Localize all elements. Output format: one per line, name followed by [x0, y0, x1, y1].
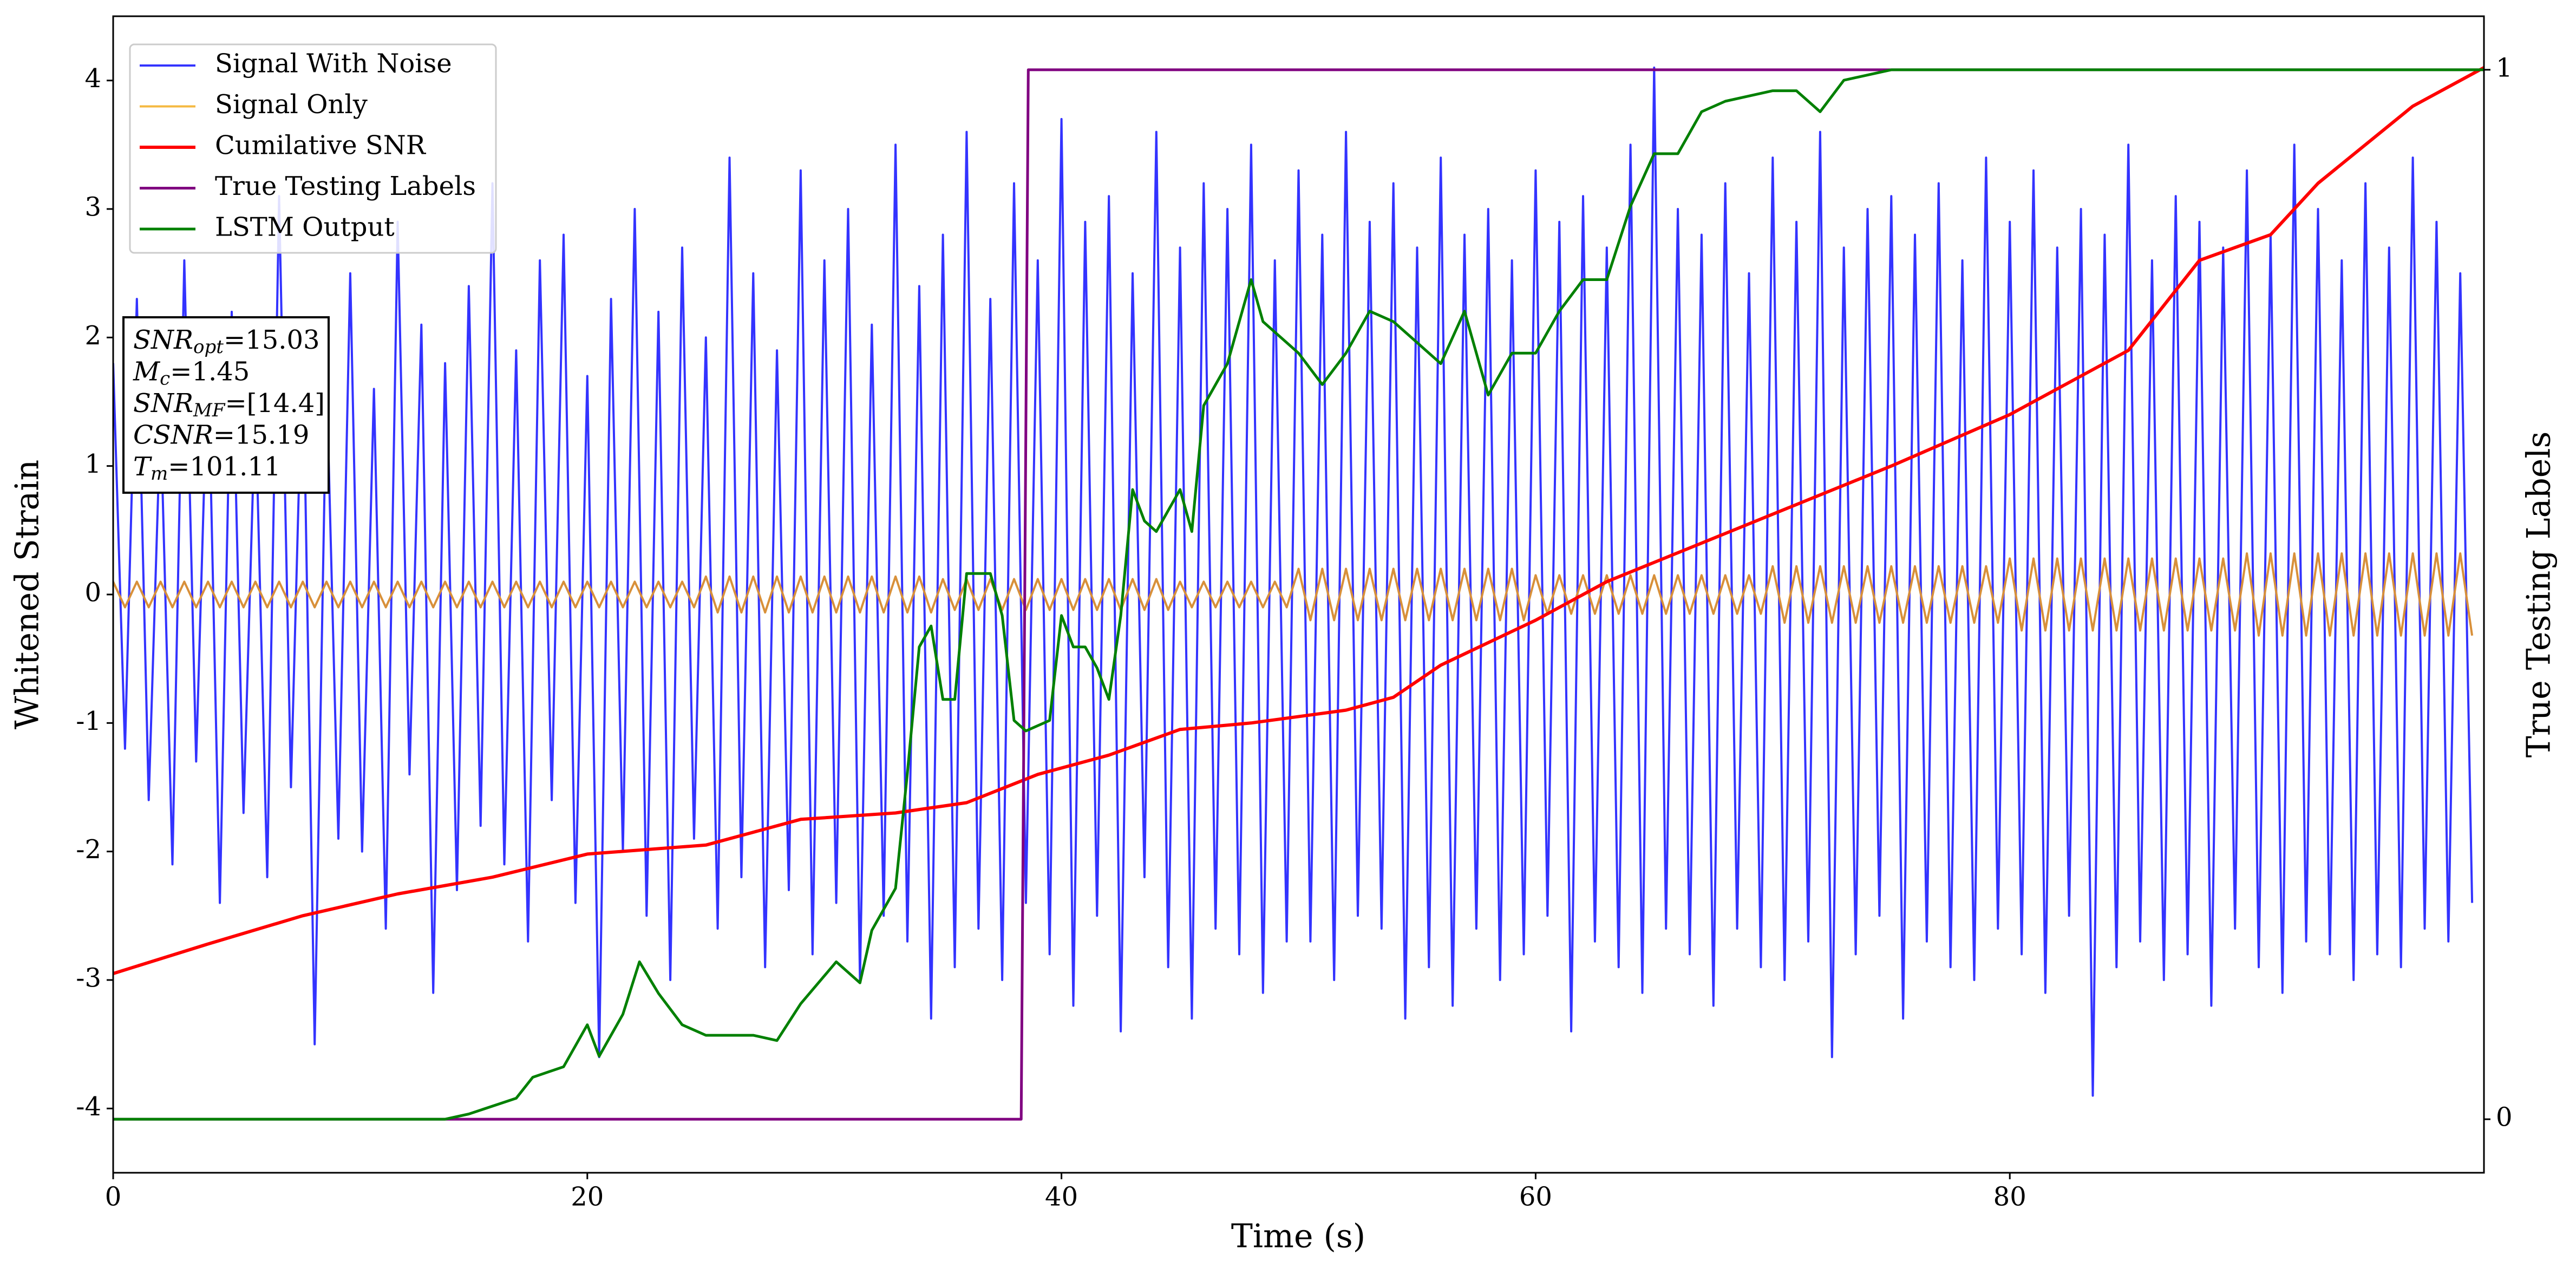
- annotation-symbol: M: [133, 356, 161, 387]
- y2-tick-label: 1: [2496, 53, 2513, 83]
- series-line: [113, 68, 2484, 1121]
- y-tick-label: 4: [84, 63, 101, 94]
- legend-label: Cumilative SNR: [215, 130, 427, 161]
- annotation-line: SNRopt=15.03: [133, 325, 320, 358]
- y-tick-label: 2: [84, 321, 101, 351]
- annotation-symbol: CSNR: [133, 420, 213, 450]
- legend-label: Signal With Noise: [215, 49, 452, 79]
- y-tick-label: 3: [84, 192, 101, 223]
- annotation-subscript: MF: [193, 400, 226, 421]
- annotation-subscript: opt: [193, 336, 224, 358]
- annotation-subscript: m: [151, 463, 168, 485]
- series-line: [113, 552, 2474, 637]
- y2-tick-label: 0: [2496, 1102, 2513, 1133]
- annotation-symbol: SNR: [133, 388, 193, 419]
- annotation-subscript: c: [160, 368, 170, 390]
- annotation-line: Mc=1.45: [133, 356, 250, 390]
- annotation-line: SNRMF=[14.4]: [133, 388, 325, 422]
- y-tick-label: -4: [76, 1092, 101, 1122]
- x-tick-label: 0: [105, 1182, 122, 1212]
- annotation-text: =15.03: [224, 325, 320, 355]
- x-tick-label: 60: [1519, 1182, 1552, 1212]
- x-axis-label: Time (s): [1231, 1218, 1365, 1256]
- series-line: [113, 68, 2484, 1121]
- y-tick-label: 1: [84, 449, 101, 479]
- y-tick-label: 0: [84, 578, 101, 608]
- y-tick-label: -2: [76, 834, 101, 865]
- series-line: [113, 66, 2474, 1097]
- annotation-text: =1.45: [170, 356, 250, 387]
- x-tick-label: 40: [1045, 1182, 1078, 1212]
- legend-label: Signal Only: [215, 89, 368, 120]
- annotation-symbol: SNR: [133, 325, 193, 355]
- legend-label: True Testing Labels: [215, 171, 476, 201]
- x-tick-label: 20: [571, 1182, 604, 1212]
- y-tick-label: -3: [76, 963, 101, 994]
- legend-label: LSTM Output: [215, 212, 395, 243]
- annotation-symbol: T: [133, 452, 152, 482]
- legend-box: [129, 43, 497, 254]
- y-axis-label: Whitened Strain: [9, 460, 47, 729]
- x-tick-label: 80: [1993, 1182, 2026, 1212]
- annotation-text: =101.11: [168, 452, 280, 482]
- annotation-line: Tm=101.11: [133, 452, 280, 485]
- annotation-box: [122, 316, 330, 494]
- annotation-line: CSNR=15.19: [133, 420, 309, 450]
- series-line: [113, 66, 2484, 975]
- annotation-text: =15.19: [213, 420, 310, 450]
- annotation-text: =[14.4]: [225, 388, 325, 419]
- y2-axis-label: True Testing Labels: [2520, 432, 2558, 758]
- y-tick-label: -1: [76, 706, 101, 736]
